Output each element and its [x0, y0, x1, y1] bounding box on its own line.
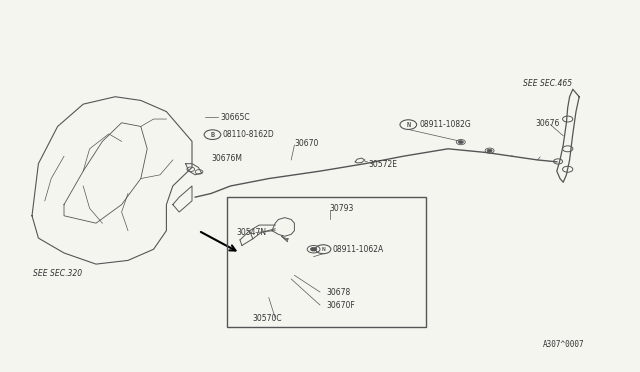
Text: 30676: 30676 [535, 119, 559, 128]
Circle shape [458, 141, 463, 144]
Text: 30676M: 30676M [211, 154, 242, 163]
Bar [227, 197, 426, 327]
Text: 30670: 30670 [294, 139, 319, 148]
Text: 30547N: 30547N [237, 228, 267, 237]
Text: 30793: 30793 [330, 204, 354, 213]
Text: SEE SEC.465: SEE SEC.465 [523, 79, 572, 88]
Circle shape [487, 149, 492, 152]
Text: 08911-1082G: 08911-1082G [419, 120, 471, 129]
Text: 30670F: 30670F [326, 301, 355, 310]
Text: N: N [321, 247, 325, 252]
Text: 30570C: 30570C [253, 314, 282, 323]
Text: 30572E: 30572E [369, 160, 397, 169]
Circle shape [310, 247, 317, 251]
Text: 08110-8162D: 08110-8162D [223, 130, 275, 139]
Text: A307^0007: A307^0007 [542, 340, 584, 349]
Text: 30678: 30678 [326, 288, 351, 296]
Text: 30665C: 30665C [221, 113, 250, 122]
Text: B: B [211, 132, 214, 138]
Text: SEE SEC.320: SEE SEC.320 [33, 269, 82, 278]
Text: N: N [406, 122, 410, 128]
Text: 08911-1062A: 08911-1062A [333, 245, 384, 254]
